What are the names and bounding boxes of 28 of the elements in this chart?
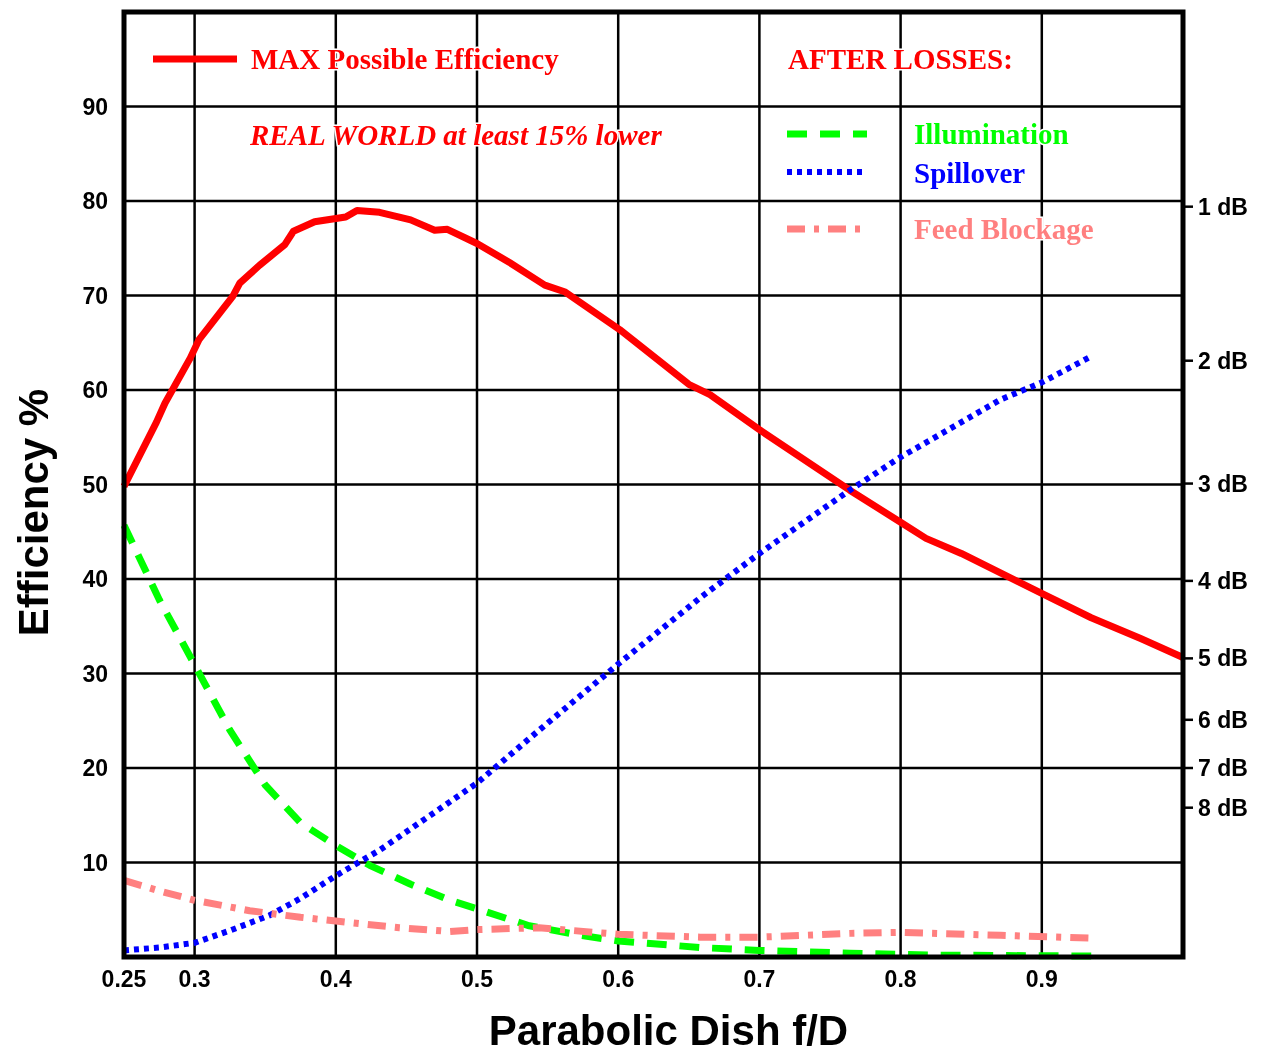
y-axis-title: Efficiency % <box>9 388 57 637</box>
x-tick-label: 0.5 <box>461 966 494 993</box>
x-axis-title: Parabolic Dish f/D <box>488 1006 849 1053</box>
x-tick-label: 0.25 <box>101 966 147 993</box>
y-tick-label: 70 <box>82 282 108 309</box>
ref-line-label: 5 dB <box>1198 645 1248 672</box>
y-tick-label: 10 <box>82 849 108 876</box>
ref-line-label: 2 dB <box>1198 347 1248 374</box>
ref-line-label: 6 dB <box>1198 706 1248 733</box>
x-tick-label: 0.3 <box>178 966 211 993</box>
x-tick-label: 0.7 <box>743 966 776 993</box>
y-tick-label: 80 <box>82 188 108 215</box>
ref-line-label: 4 dB <box>1198 567 1248 594</box>
y-tick-label: 20 <box>82 755 108 782</box>
y-tick-label: 90 <box>82 93 108 120</box>
ref-line-label: 1 dB <box>1198 193 1248 220</box>
x-tick-label: 0.6 <box>602 966 635 993</box>
x-tick-label: 0.8 <box>884 966 917 993</box>
y-tick-label: 30 <box>82 660 108 687</box>
legend-label: Spillover <box>914 157 1026 190</box>
ref-line-label: 8 dB <box>1198 794 1248 821</box>
ref-line-label: 3 dB <box>1198 470 1248 497</box>
x-tick-label: 0.4 <box>319 966 352 993</box>
x-tick-label: 0.9 <box>1025 966 1058 993</box>
y-tick-label: 40 <box>82 566 108 593</box>
ref-line-label: 7 dB <box>1198 755 1248 782</box>
y-tick-label: 60 <box>82 377 108 404</box>
y-tick-label: 50 <box>82 471 108 498</box>
